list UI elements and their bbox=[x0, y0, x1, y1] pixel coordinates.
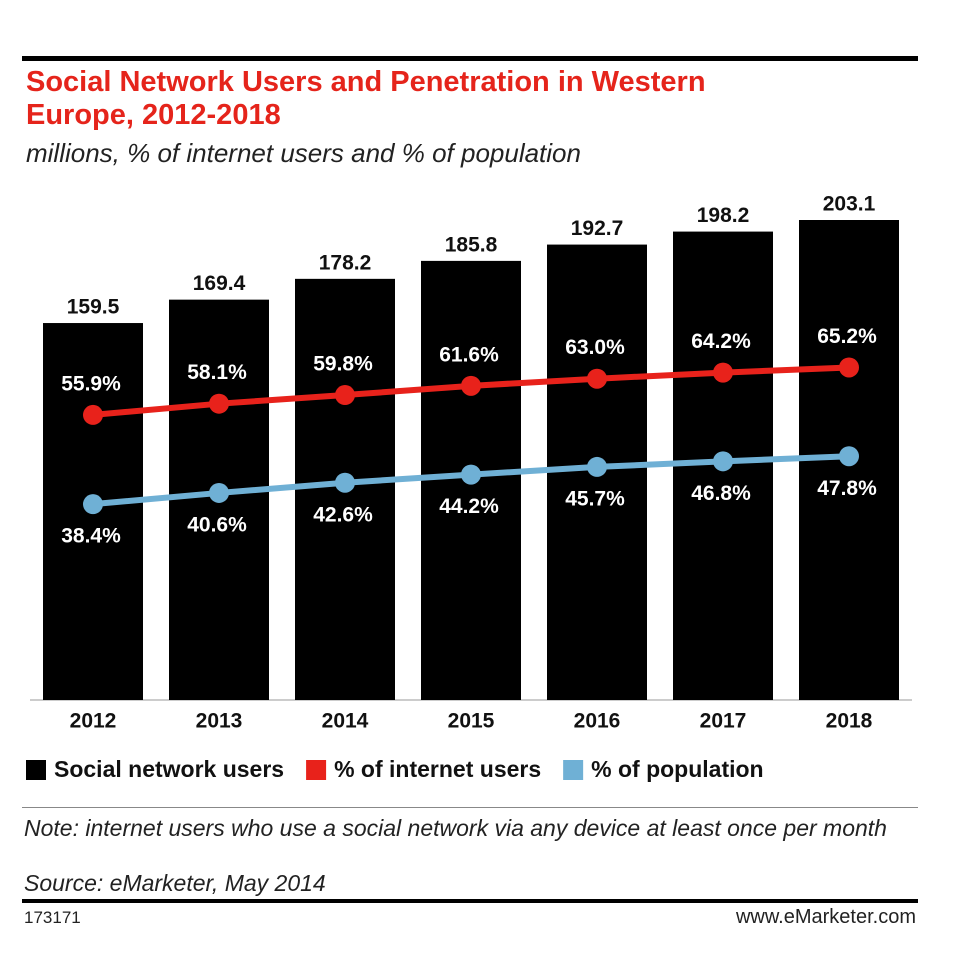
point-value-label: 45.7% bbox=[565, 487, 625, 510]
point-value-label: 65.2% bbox=[817, 325, 877, 348]
x-tick-label: 2017 bbox=[700, 710, 747, 733]
point-value-label: 64.2% bbox=[691, 330, 751, 353]
bar-value-label: 185.8 bbox=[445, 233, 498, 256]
legend-swatch bbox=[563, 760, 584, 780]
point bbox=[587, 456, 607, 477]
point bbox=[83, 494, 103, 515]
x-tick-label: 2015 bbox=[448, 710, 495, 733]
legend-swatch bbox=[26, 760, 46, 780]
point bbox=[839, 357, 859, 378]
point bbox=[713, 451, 733, 472]
bar-value-label: 178.2 bbox=[319, 251, 372, 274]
source: Source: eMarketer, May 2014 bbox=[24, 870, 326, 896]
top-rule bbox=[22, 56, 918, 61]
bar-value-label: 203.1 bbox=[823, 193, 876, 216]
bar-value-label: 159.5 bbox=[67, 296, 120, 319]
bottom-rule bbox=[22, 899, 918, 903]
point bbox=[839, 446, 859, 467]
point bbox=[461, 375, 481, 396]
x-tick-label: 2018 bbox=[826, 710, 873, 733]
point bbox=[335, 385, 355, 406]
x-tick-label: 2013 bbox=[196, 710, 243, 733]
point-value-label: 40.6% bbox=[187, 513, 247, 536]
point bbox=[713, 362, 733, 383]
point-value-label: 38.4% bbox=[61, 525, 121, 548]
point bbox=[83, 404, 103, 425]
chart-id: 173171 bbox=[24, 908, 81, 927]
point-value-label: 55.9% bbox=[61, 372, 121, 395]
point bbox=[209, 393, 229, 414]
separator bbox=[22, 807, 918, 808]
chart-title: Social Network Users and Penetration in … bbox=[26, 66, 706, 131]
x-tick-label: 2014 bbox=[322, 710, 369, 733]
point-value-label: 58.1% bbox=[187, 361, 247, 384]
point bbox=[461, 464, 481, 485]
point-value-label: 63.0% bbox=[565, 336, 625, 359]
point-value-label: 42.6% bbox=[313, 503, 373, 526]
point bbox=[335, 472, 355, 493]
bar-value-label: 198.2 bbox=[697, 204, 750, 227]
x-tick-label: 2012 bbox=[70, 710, 117, 733]
point-value-label: 44.2% bbox=[439, 495, 499, 518]
bar-value-label: 192.7 bbox=[571, 217, 624, 240]
bar-value-label: 169.4 bbox=[193, 272, 246, 295]
legend-label: Social network users bbox=[54, 756, 284, 782]
website: www.eMarketer.com bbox=[735, 906, 916, 928]
point-value-label: 46.8% bbox=[691, 482, 751, 505]
point-value-label: 61.6% bbox=[439, 343, 499, 366]
legend-label: % of internet users bbox=[334, 756, 541, 782]
legend-label: % of population bbox=[591, 756, 763, 782]
note: Note: internet users who use a social ne… bbox=[24, 815, 887, 841]
legend-swatch bbox=[306, 760, 327, 780]
point-value-label: 59.8% bbox=[313, 353, 373, 376]
point-value-label: 47.8% bbox=[817, 477, 877, 500]
point bbox=[209, 482, 229, 503]
chart-subtitle: millions, % of internet users and % of p… bbox=[26, 138, 581, 168]
x-tick-label: 2016 bbox=[574, 710, 621, 733]
chart: 2012 2013 2014 2015 2016 2017 2018 159.5 169.4 17… bbox=[26, 193, 912, 782]
point bbox=[587, 368, 607, 389]
